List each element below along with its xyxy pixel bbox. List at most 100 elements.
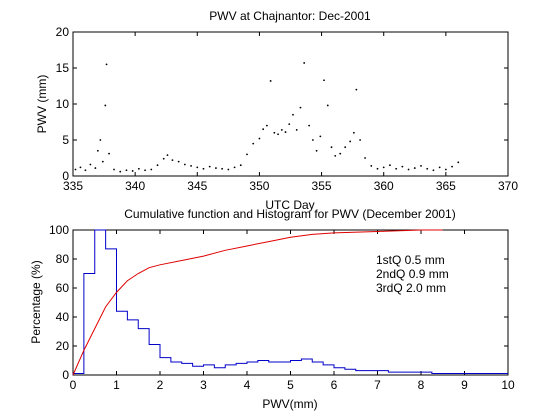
- pwv-data-point: [125, 169, 128, 172]
- pwv-data-point: [215, 167, 217, 169]
- pwv-timeseries-panel: PWV at Chajnantor: Dec-2001 UTC Day PWV …: [35, 9, 518, 212]
- top-axes-box: [72, 31, 509, 177]
- histogram-bin: [236, 363, 247, 375]
- pwv-data-point: [292, 113, 294, 116]
- bottom-y-tick-label: 20: [56, 339, 70, 353]
- pwv-data-point: [79, 166, 82, 169]
- top-chart-title: PWV at Chajnantor: Dec-2001: [209, 9, 371, 23]
- histogram-bin: [138, 329, 149, 375]
- histogram-bin: [193, 366, 204, 375]
- histogram-bin: [356, 371, 367, 375]
- top-x-tick-label: 340: [125, 179, 145, 193]
- pwv-data-point: [370, 165, 373, 167]
- pwv-data-point: [104, 104, 107, 107]
- histogram-bin: [291, 361, 302, 376]
- pwv-data-point: [432, 169, 435, 172]
- bottom-x-tick-label: 3: [200, 378, 207, 392]
- pwv-data-point: [376, 167, 379, 170]
- bottom-chart-title: Cumulative function and Histogram for PW…: [124, 207, 455, 221]
- pwv-data-point: [395, 167, 398, 170]
- pwv-data-point: [166, 154, 169, 157]
- bottom-y-tick-label: 80: [56, 252, 70, 266]
- pwv-data-point: [413, 167, 416, 169]
- top-chart-ylabel: PWV (mm): [35, 75, 49, 134]
- pwv-data-point: [144, 169, 146, 172]
- histogram-bin: [204, 365, 215, 375]
- top-y-tick-label: 10: [56, 97, 70, 111]
- top-x-tick-label: 365: [436, 179, 456, 193]
- histogram-bin: [117, 311, 128, 375]
- bottom-x-tick-label: 7: [374, 378, 381, 392]
- pwv-data-point: [252, 142, 255, 145]
- bottom-x-tick-label: 5: [287, 378, 294, 392]
- bottom-y-tick-label: 0: [62, 368, 69, 382]
- histogram-bin: [334, 368, 345, 375]
- pwv-data-point: [280, 129, 283, 131]
- histogram-bin: [149, 345, 160, 375]
- pwv-data-point: [156, 164, 159, 167]
- bottom-x-tick-label: 6: [331, 378, 338, 392]
- pwv-data-point: [344, 146, 347, 149]
- top-x-tick-label: 370: [498, 179, 518, 193]
- histogram-bin: [106, 249, 117, 375]
- pwv-data-point: [221, 167, 224, 170]
- top-x-tick-label: 355: [312, 179, 332, 193]
- quartile-1-annotation: 1stQ 0.5 mm: [376, 253, 445, 267]
- pwv-data-point: [113, 168, 115, 171]
- pwv-data-point: [137, 167, 140, 170]
- bottom-chart-ylabel: Percentage (%): [29, 260, 43, 343]
- pwv-data-point: [308, 124, 311, 127]
- bottom-x-tick-label: 0: [70, 378, 77, 392]
- pwv-data-point: [108, 152, 110, 155]
- pwv-data-point: [265, 124, 268, 127]
- top-x-tick-label: 345: [187, 179, 207, 193]
- pwv-data-point: [96, 149, 99, 152]
- pwv-data-point: [239, 164, 242, 167]
- histogram-bin: [214, 368, 225, 375]
- pwv-data-point: [284, 131, 287, 133]
- histogram-bin: [182, 363, 193, 375]
- top-x-tick-label: 350: [249, 179, 269, 193]
- pwv-data-point: [183, 163, 186, 166]
- pwv-data-point: [407, 168, 410, 171]
- pwv-data-point: [101, 160, 104, 163]
- bottom-y-tick-label: 60: [56, 281, 70, 295]
- pwv-data-point: [190, 165, 192, 167]
- pwv-data-point: [273, 131, 276, 134]
- pwv-data-point: [426, 167, 429, 170]
- pwv-data-point: [131, 170, 134, 172]
- bottom-x-tick-label: 9: [461, 378, 468, 392]
- quartile-3-annotation: 3rdQ 2.0 mm: [376, 281, 446, 295]
- top-x-tick-label: 360: [374, 179, 394, 193]
- pwv-data-point: [99, 139, 102, 141]
- histogram-bin: [280, 362, 291, 375]
- histogram-bin: [345, 369, 356, 375]
- pwv-data-point: [74, 168, 77, 171]
- pwv-data-point: [233, 166, 236, 169]
- bottom-x-tick-label: 2: [157, 378, 164, 392]
- top-y-tick-label: 20: [56, 25, 70, 39]
- pwv-data-point: [355, 88, 358, 91]
- histogram-bin: [247, 362, 258, 375]
- histogram-stairs-series: [72, 229, 508, 375]
- pwv-data-point: [171, 159, 174, 162]
- pwv-data-point: [323, 79, 325, 82]
- histogram-bin: [312, 362, 323, 375]
- quartile-2-annotation: 2ndQ 0.9 mm: [376, 267, 449, 281]
- histogram-bin: [95, 230, 106, 375]
- pwv-data-point: [364, 157, 366, 159]
- pwv-data-point: [319, 135, 322, 138]
- pwv-data-point: [208, 165, 211, 168]
- top-y-tick-label: 5: [62, 133, 69, 147]
- pwv-data-point: [150, 168, 153, 171]
- histogram-bin: [269, 362, 280, 375]
- bottom-y-tick-label: 100: [49, 223, 69, 237]
- bottom-axes-box: [72, 229, 509, 376]
- pwv-data-point: [444, 168, 447, 171]
- pwv-data-point: [451, 165, 453, 168]
- pwv-data-point: [119, 170, 122, 173]
- pwv-data-point: [352, 131, 355, 134]
- pwv-data-point: [89, 163, 92, 166]
- pwv-data-point: [457, 161, 460, 164]
